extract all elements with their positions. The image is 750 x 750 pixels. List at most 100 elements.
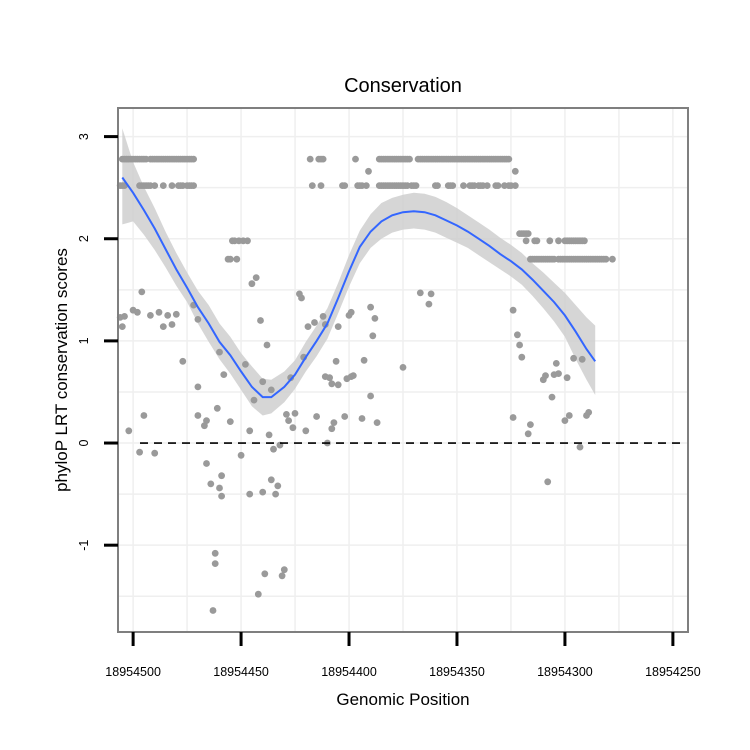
data-point: [274, 482, 282, 490]
data-point: [252, 274, 260, 281]
data-point: [505, 155, 513, 163]
data-point: [244, 237, 251, 245]
data-point: [203, 460, 210, 467]
data-point: [330, 419, 338, 426]
data-point: [516, 341, 523, 349]
smooth-fit-line: [121, 176, 597, 399]
data-point: [328, 380, 336, 388]
data-point: [261, 570, 269, 578]
data-point: [168, 182, 176, 190]
smooth-line-layer: [121, 176, 597, 399]
data-point: [242, 361, 249, 368]
y-axis-label: phyloP LRT conservation scores: [52, 248, 71, 492]
data-point: [373, 419, 381, 426]
data-point: [218, 472, 226, 480]
data-point: [272, 490, 279, 498]
data-point: [289, 424, 297, 432]
x-tick-label: 18954350: [429, 665, 485, 679]
data-point: [544, 478, 552, 486]
y-tick-label: -1: [77, 540, 91, 551]
data-point: [578, 355, 586, 363]
data-point: [341, 182, 349, 190]
data-point: [365, 167, 372, 175]
data-point: [270, 445, 277, 453]
data-point: [138, 288, 146, 296]
data-point: [328, 425, 336, 433]
data-point: [285, 417, 292, 424]
data-point: [460, 182, 467, 190]
data-point: [570, 354, 577, 362]
data-point: [147, 312, 154, 319]
data-point: [190, 182, 198, 190]
data-points-layer: [116, 155, 616, 614]
data-point: [216, 484, 223, 492]
plot-panel-border: [117, 107, 689, 633]
data-point: [317, 182, 325, 190]
data-point: [194, 316, 202, 323]
data-point: [427, 290, 435, 298]
data-point: [524, 430, 532, 438]
data-point: [259, 488, 267, 496]
x-axis: 18954500 18954450 18954400 18954350 18954300…: [105, 632, 701, 679]
data-point: [283, 411, 290, 418]
data-point: [533, 237, 541, 245]
data-point: [416, 289, 424, 297]
data-point: [362, 182, 370, 190]
x-tick-label: 18954300: [537, 665, 593, 679]
data-point: [367, 303, 374, 311]
data-point: [151, 449, 159, 457]
data-point: [360, 356, 368, 364]
data-point: [211, 560, 219, 567]
data-point: [267, 386, 275, 394]
data-point: [609, 255, 616, 263]
data-point: [209, 607, 217, 614]
data-point: [168, 321, 176, 328]
data-point: [280, 566, 288, 574]
data-point: [527, 421, 534, 428]
data-point: [542, 372, 549, 379]
data-point: [406, 155, 413, 163]
data-point: [514, 331, 521, 339]
data-point: [267, 476, 275, 484]
data-point: [581, 237, 588, 245]
data-point: [302, 427, 310, 435]
data-point: [548, 393, 556, 401]
data-point: [399, 364, 407, 371]
data-point: [136, 448, 144, 456]
data-point: [552, 360, 560, 367]
data-point: [449, 182, 457, 190]
data-point: [246, 427, 254, 435]
data-point: [494, 182, 502, 190]
data-point: [194, 412, 202, 419]
y-tick-label: 0: [77, 439, 91, 446]
data-point: [509, 306, 517, 314]
data-point: [159, 323, 167, 330]
data-point: [306, 155, 314, 163]
x-tick-label: 18954250: [645, 665, 701, 679]
data-point: [257, 317, 264, 324]
data-point: [226, 418, 234, 425]
data-point: [334, 381, 342, 389]
data-point: [211, 549, 219, 557]
data-point: [172, 310, 180, 318]
data-point: [218, 492, 226, 500]
data-point: [332, 357, 340, 365]
data-point: [518, 353, 526, 361]
data-point: [308, 182, 316, 190]
data-point: [311, 319, 318, 326]
data-point: [334, 323, 342, 330]
data-point: [201, 422, 208, 430]
y-tick-label: 2: [77, 235, 91, 242]
y-tick-label: 3: [77, 133, 91, 140]
data-point: [213, 404, 221, 412]
data-point: [524, 230, 532, 238]
y-tick-label: 1: [77, 337, 91, 344]
data-point: [125, 427, 133, 435]
data-point: [349, 372, 357, 379]
data-point: [565, 412, 573, 419]
data-point: [412, 182, 420, 190]
data-point: [319, 155, 327, 163]
x-axis-label: Genomic Position: [336, 690, 469, 709]
